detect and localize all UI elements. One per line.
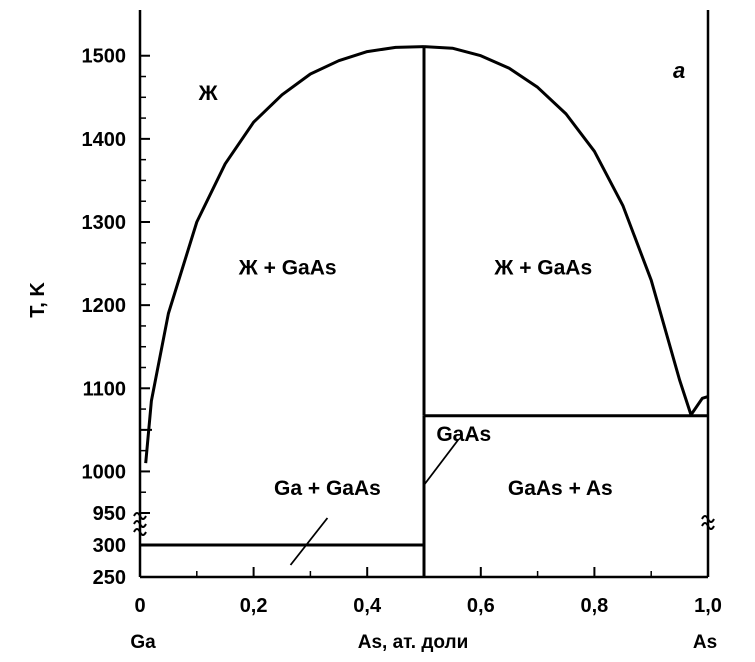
- x-end-label-right: As: [693, 632, 717, 653]
- y-tick-label: 250: [93, 567, 126, 589]
- y-tick-label: 1100: [83, 378, 126, 400]
- axes-frame: [133, 10, 715, 579]
- phase-lines: [140, 45, 709, 577]
- x-tick-label: 0,6: [467, 595, 495, 617]
- axis-break-wave: [133, 528, 147, 536]
- y-tick-label: 1300: [82, 212, 127, 234]
- y-tick-label: 950: [93, 503, 126, 525]
- region-label: Ж + GaAs: [493, 257, 592, 280]
- x-tick-label: 0: [134, 595, 145, 617]
- axis-break-wave: [701, 522, 715, 530]
- liquidus-ga-side: [144, 45, 425, 464]
- liquidus-as-end: [689, 395, 709, 416]
- axis-break-wave: [133, 520, 147, 528]
- region-labels: Ж Ж + GaAs Ж + GaAs GaAs Ga + GaAs GaAs + As: [198, 82, 613, 500]
- axis-break-wave: [133, 512, 147, 520]
- y-tick-label: 300: [93, 535, 126, 557]
- x-tick-label: 1,0: [694, 595, 722, 617]
- y-axis-label: T, K: [27, 282, 49, 318]
- leader-ga-gaas: [289, 517, 329, 566]
- panel-label: а: [673, 58, 685, 83]
- x-tick-label: 0,8: [580, 595, 608, 617]
- y-tick-label: 1500: [82, 46, 127, 68]
- x-axis-label: As, ат. доли: [358, 632, 469, 653]
- leader-gaas: [423, 439, 459, 486]
- region-label: Ga + GaAs: [274, 477, 381, 500]
- x-tick-label: 0,4: [353, 595, 382, 617]
- y-tick-label: 1200: [82, 295, 127, 317]
- y-tick-label: 1000: [82, 461, 127, 483]
- region-label: Ж + GaAs: [238, 257, 337, 280]
- region-label: GaAs: [436, 423, 491, 446]
- axis-break-wave: [701, 515, 715, 523]
- region-label: GaAs + As: [508, 477, 613, 500]
- tick-labels: 250 300 950 1000 1100 1200 1300 1400 1500 0 0,2 0,4…: [82, 46, 722, 617]
- x-end-label-left: Ga: [130, 632, 156, 653]
- liquidus-as-side: [423, 45, 693, 416]
- y-tick-label: 1400: [82, 129, 127, 151]
- axis-break-left: [133, 512, 147, 536]
- axis-break-right: [701, 515, 715, 530]
- x-tick-label: 0,2: [240, 595, 268, 617]
- y-minor-ticks: [140, 75, 146, 493]
- region-label: Ж: [198, 82, 219, 105]
